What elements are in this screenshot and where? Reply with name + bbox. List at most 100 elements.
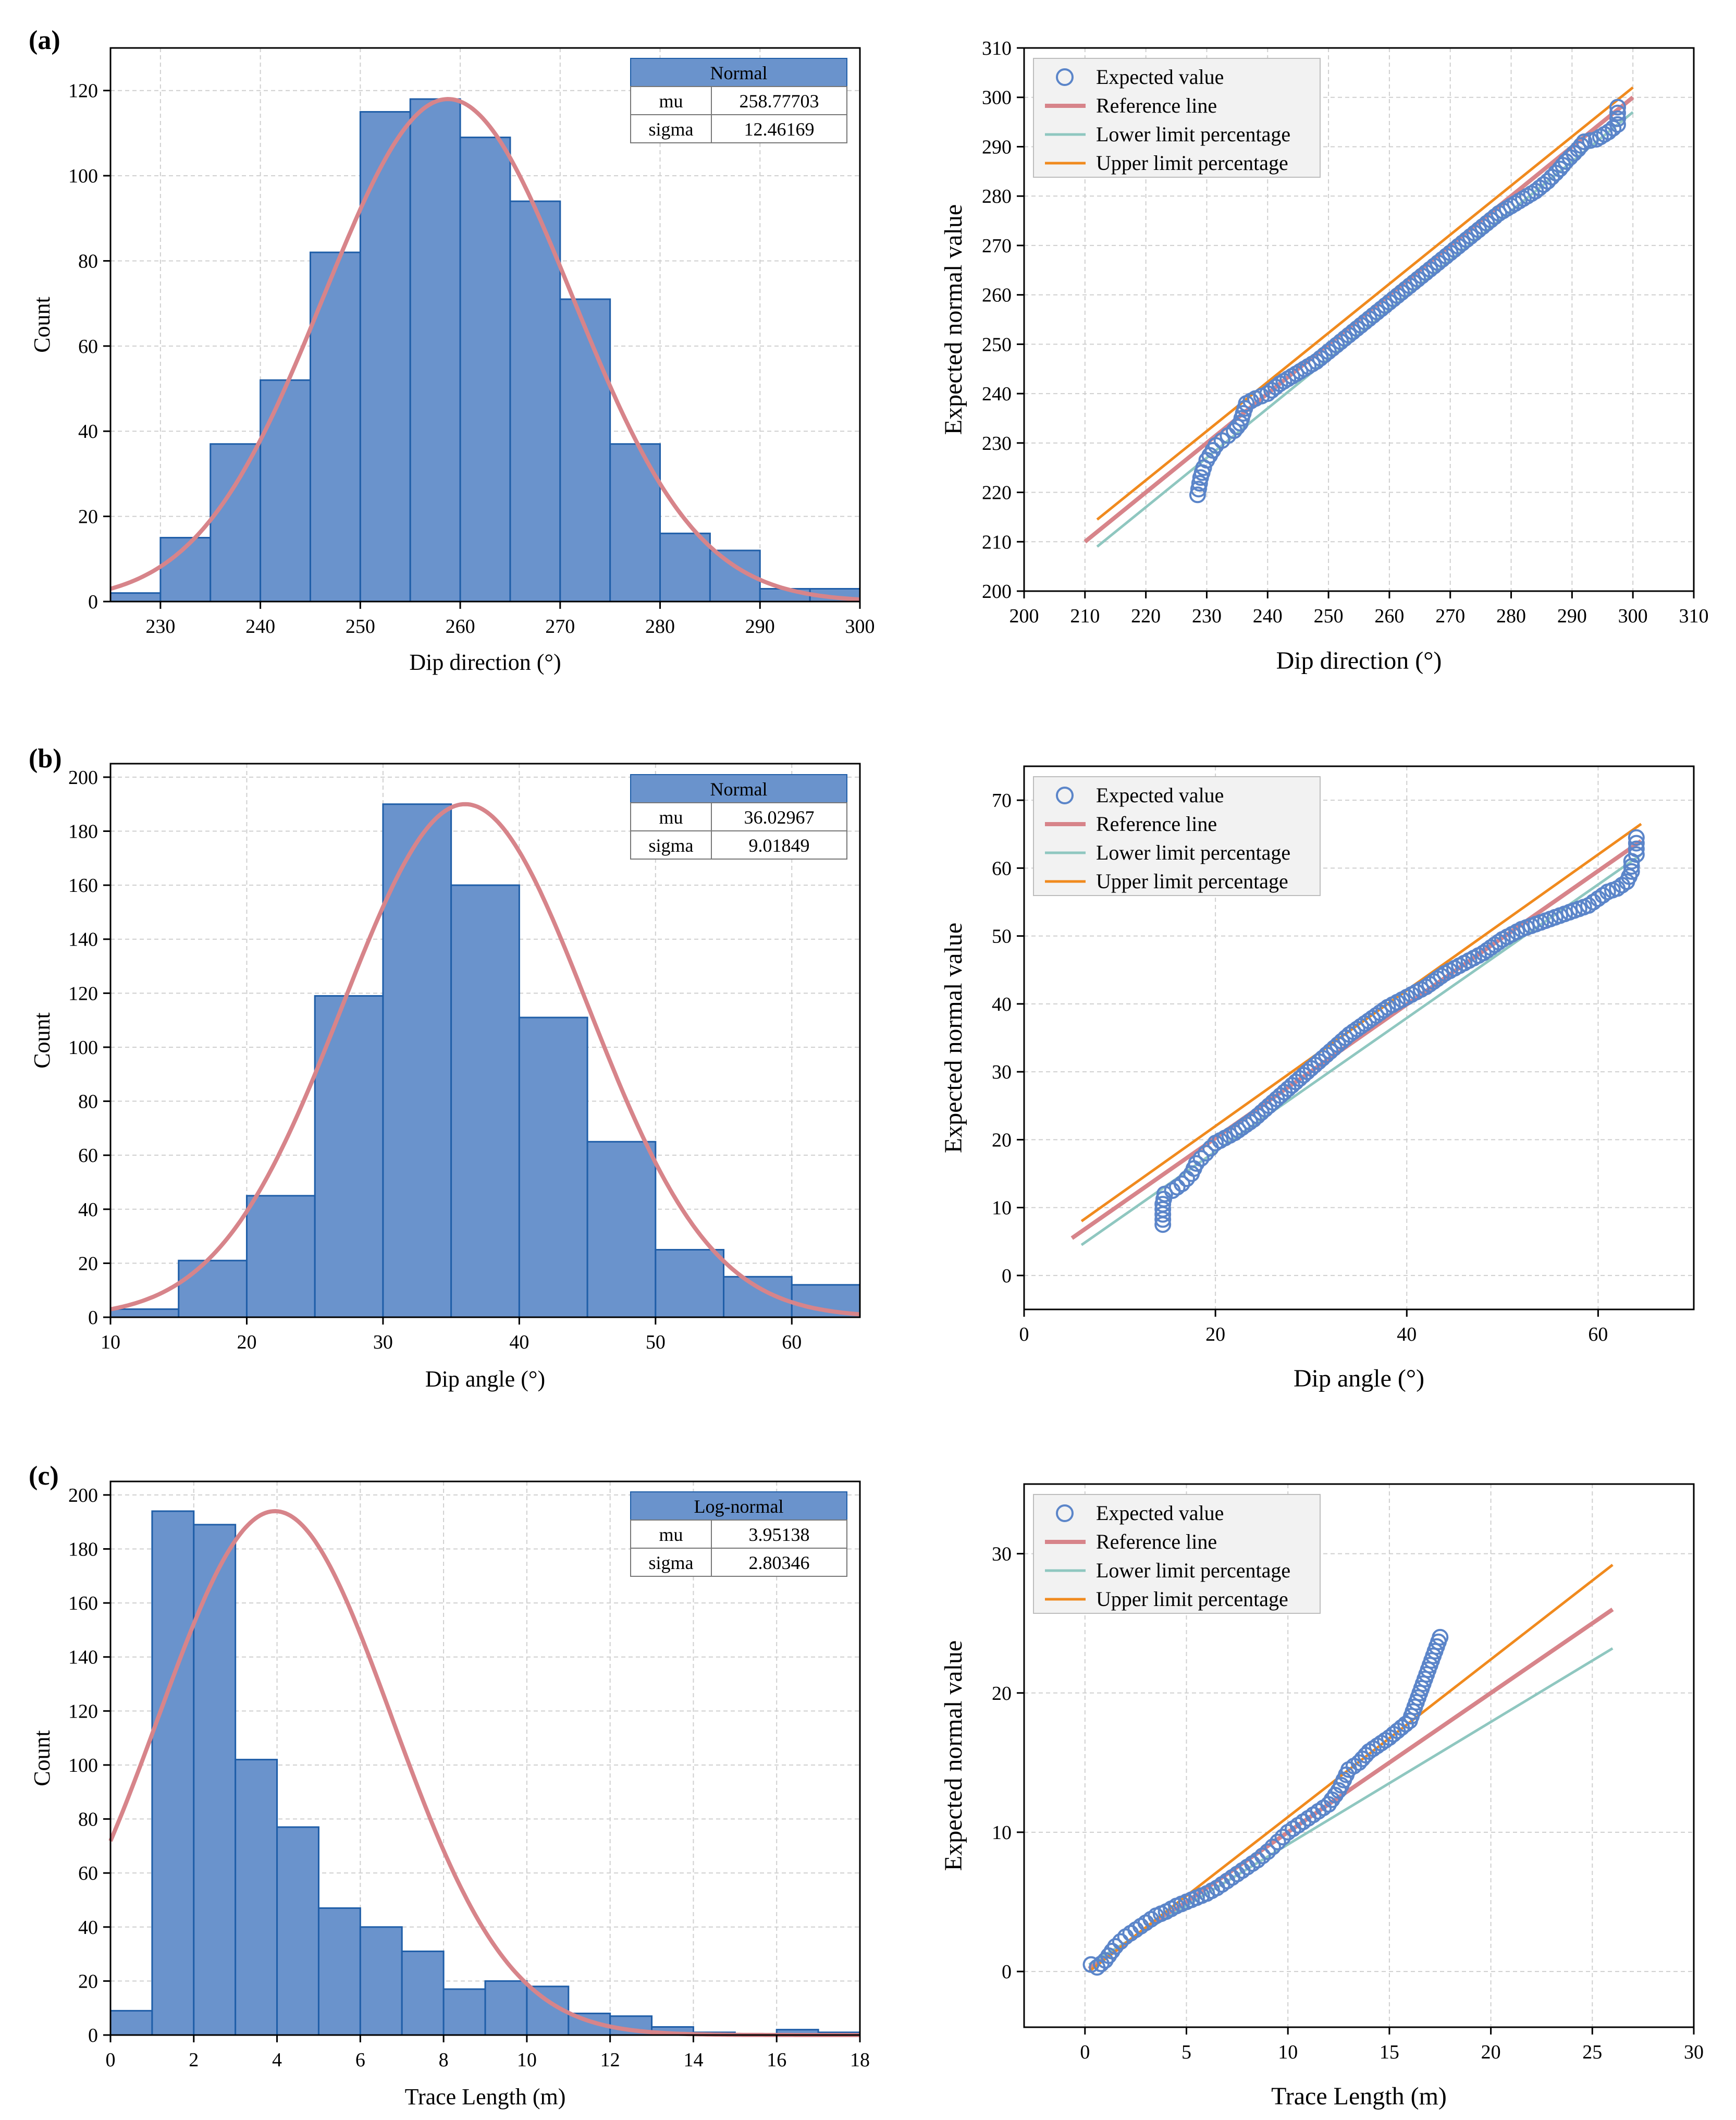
x-tick-label: 40 [1397,1324,1417,1345]
y-tick-label: 240 [982,383,1012,405]
data-point [1628,846,1645,863]
y-tick-label: 10 [992,1822,1012,1844]
stats-param-value: 258.77703 [740,91,819,112]
x-tick-label: 310 [1679,605,1709,627]
histogram-bar [382,803,452,1318]
data-point [1188,1155,1205,1172]
stats-cell [630,802,712,831]
legend-marker [1056,787,1074,804]
plot-frame [1023,1483,1695,2028]
x-tick-label: 14 [683,2049,703,2071]
histogram-bar [518,1016,588,1318]
histogram-bar [459,137,511,603]
y-tick-label: 80 [78,250,98,272]
y-tick-label: 180 [68,821,98,843]
y-tick-label: 290 [982,136,1012,158]
stats-param-name: mu [659,1524,683,1545]
legend-label: Reference line [1096,812,1217,836]
histogram-bar [450,884,520,1318]
histogram-bar [245,1195,316,1318]
data-point [1623,863,1640,880]
histogram-bar [276,1826,319,2036]
x-tick-label: 20 [1481,2041,1501,2063]
y-tick-label: 0 [1002,1961,1012,1983]
x-tick-label: 280 [645,616,675,638]
histogram-bar [317,1907,361,2036]
histogram-bar [484,1980,528,2036]
x-tick-label: 60 [1588,1324,1608,1345]
y-tick-label: 40 [78,1917,98,1939]
y-tick-label: 0 [1002,1265,1012,1287]
stats-table: Normal mu 258.77703 sigma 12.46169 [630,58,847,143]
data-point [1269,1833,1286,1851]
plot-frame [1023,47,1695,592]
stats-table: Log-normal mu 3.95138 sigma 2.80346 [630,1491,847,1577]
stats-cell [630,114,712,143]
x-tick-label: 290 [1557,605,1587,627]
data-point [1582,132,1599,149]
data-point [1572,137,1590,154]
chart-1: Normal mu 258.77703 sigma 12.46169 230 240 250 2… [29,47,875,675]
x-tick-label: 280 [1496,605,1526,627]
data-point [1609,99,1626,116]
x-tick-label: 20 [237,1331,256,1353]
data-point [1192,1150,1210,1167]
y-tick-label: 50 [992,926,1012,948]
legend-label: Expected value [1096,783,1224,807]
data-point [1605,119,1622,137]
chart-2: Expected value Reference line Lower limit … [940,38,1709,675]
stats-table-title: Log-normal [694,1496,784,1517]
plot-frame [109,1480,861,2036]
legend-label: Upper limit percentage [1096,1587,1288,1611]
stats-param-name: mu [659,91,683,112]
y-tick-label: 120 [68,80,98,102]
series-line-lower-limit-percentage [1088,1647,1614,1966]
x-tick-label: 18 [850,2049,870,2071]
y-axis-label: Expected normal value [940,923,967,1153]
y-tick-label: 20 [78,1970,98,1992]
data-point [1191,475,1208,492]
y-tick-label: 60 [78,336,98,358]
y-tick-label: 0 [88,2025,98,2047]
legend: Expected value Reference line Lower limit … [1033,1494,1321,1614]
panel-label-a: (a) [29,26,60,55]
x-tick-label: 220 [1131,605,1161,627]
legend-label: Reference line [1096,1530,1217,1553]
y-tick-label: 20 [992,1129,1012,1151]
data-point [1575,133,1593,150]
x-tick-label: 240 [245,616,275,638]
series-line-upper-limit-percentage [1096,86,1634,521]
histogram-bar [109,1308,180,1318]
panel-label-c: (c) [29,1461,59,1491]
data-point [1264,1839,1282,1856]
x-tick-label: 8 [439,2049,449,2071]
data-point [1594,887,1611,904]
x-tick-label: 0 [1080,2041,1090,2063]
y-tick-label: 80 [78,1809,98,1831]
y-tick-label: 220 [982,482,1012,504]
x-tick-label: 20 [1205,1324,1225,1345]
data-point [1107,1938,1124,1955]
x-tick-label: 5 [1181,2041,1191,2063]
legend-label: Expected value [1096,65,1224,89]
stats-cell [630,830,712,860]
x-tick-label: 12 [600,2049,620,2071]
stats-param-name: sigma [649,835,694,856]
y-tick-label: 40 [78,1199,98,1221]
y-tick-label: 200 [982,581,1012,603]
data-point [1628,840,1645,857]
stats-cell [711,1548,847,1577]
y-tick-label: 80 [78,1091,98,1113]
y-tick-label: 270 [982,235,1012,257]
y-tick-label: 310 [982,38,1012,59]
y-axis-label: Count [29,1730,55,1786]
data-point [1254,1847,1271,1865]
legend: Expected value Reference line Lower limit … [1033,776,1321,896]
plot-frame [109,763,861,1318]
y-tick-label: 40 [78,421,98,443]
chart-4: Expected value Reference line Lower limit … [940,765,1695,1392]
stats-param-value: 3.95138 [749,1524,810,1545]
x-tick-label: 15 [1380,2041,1399,2063]
stats-cell [630,1548,712,1577]
